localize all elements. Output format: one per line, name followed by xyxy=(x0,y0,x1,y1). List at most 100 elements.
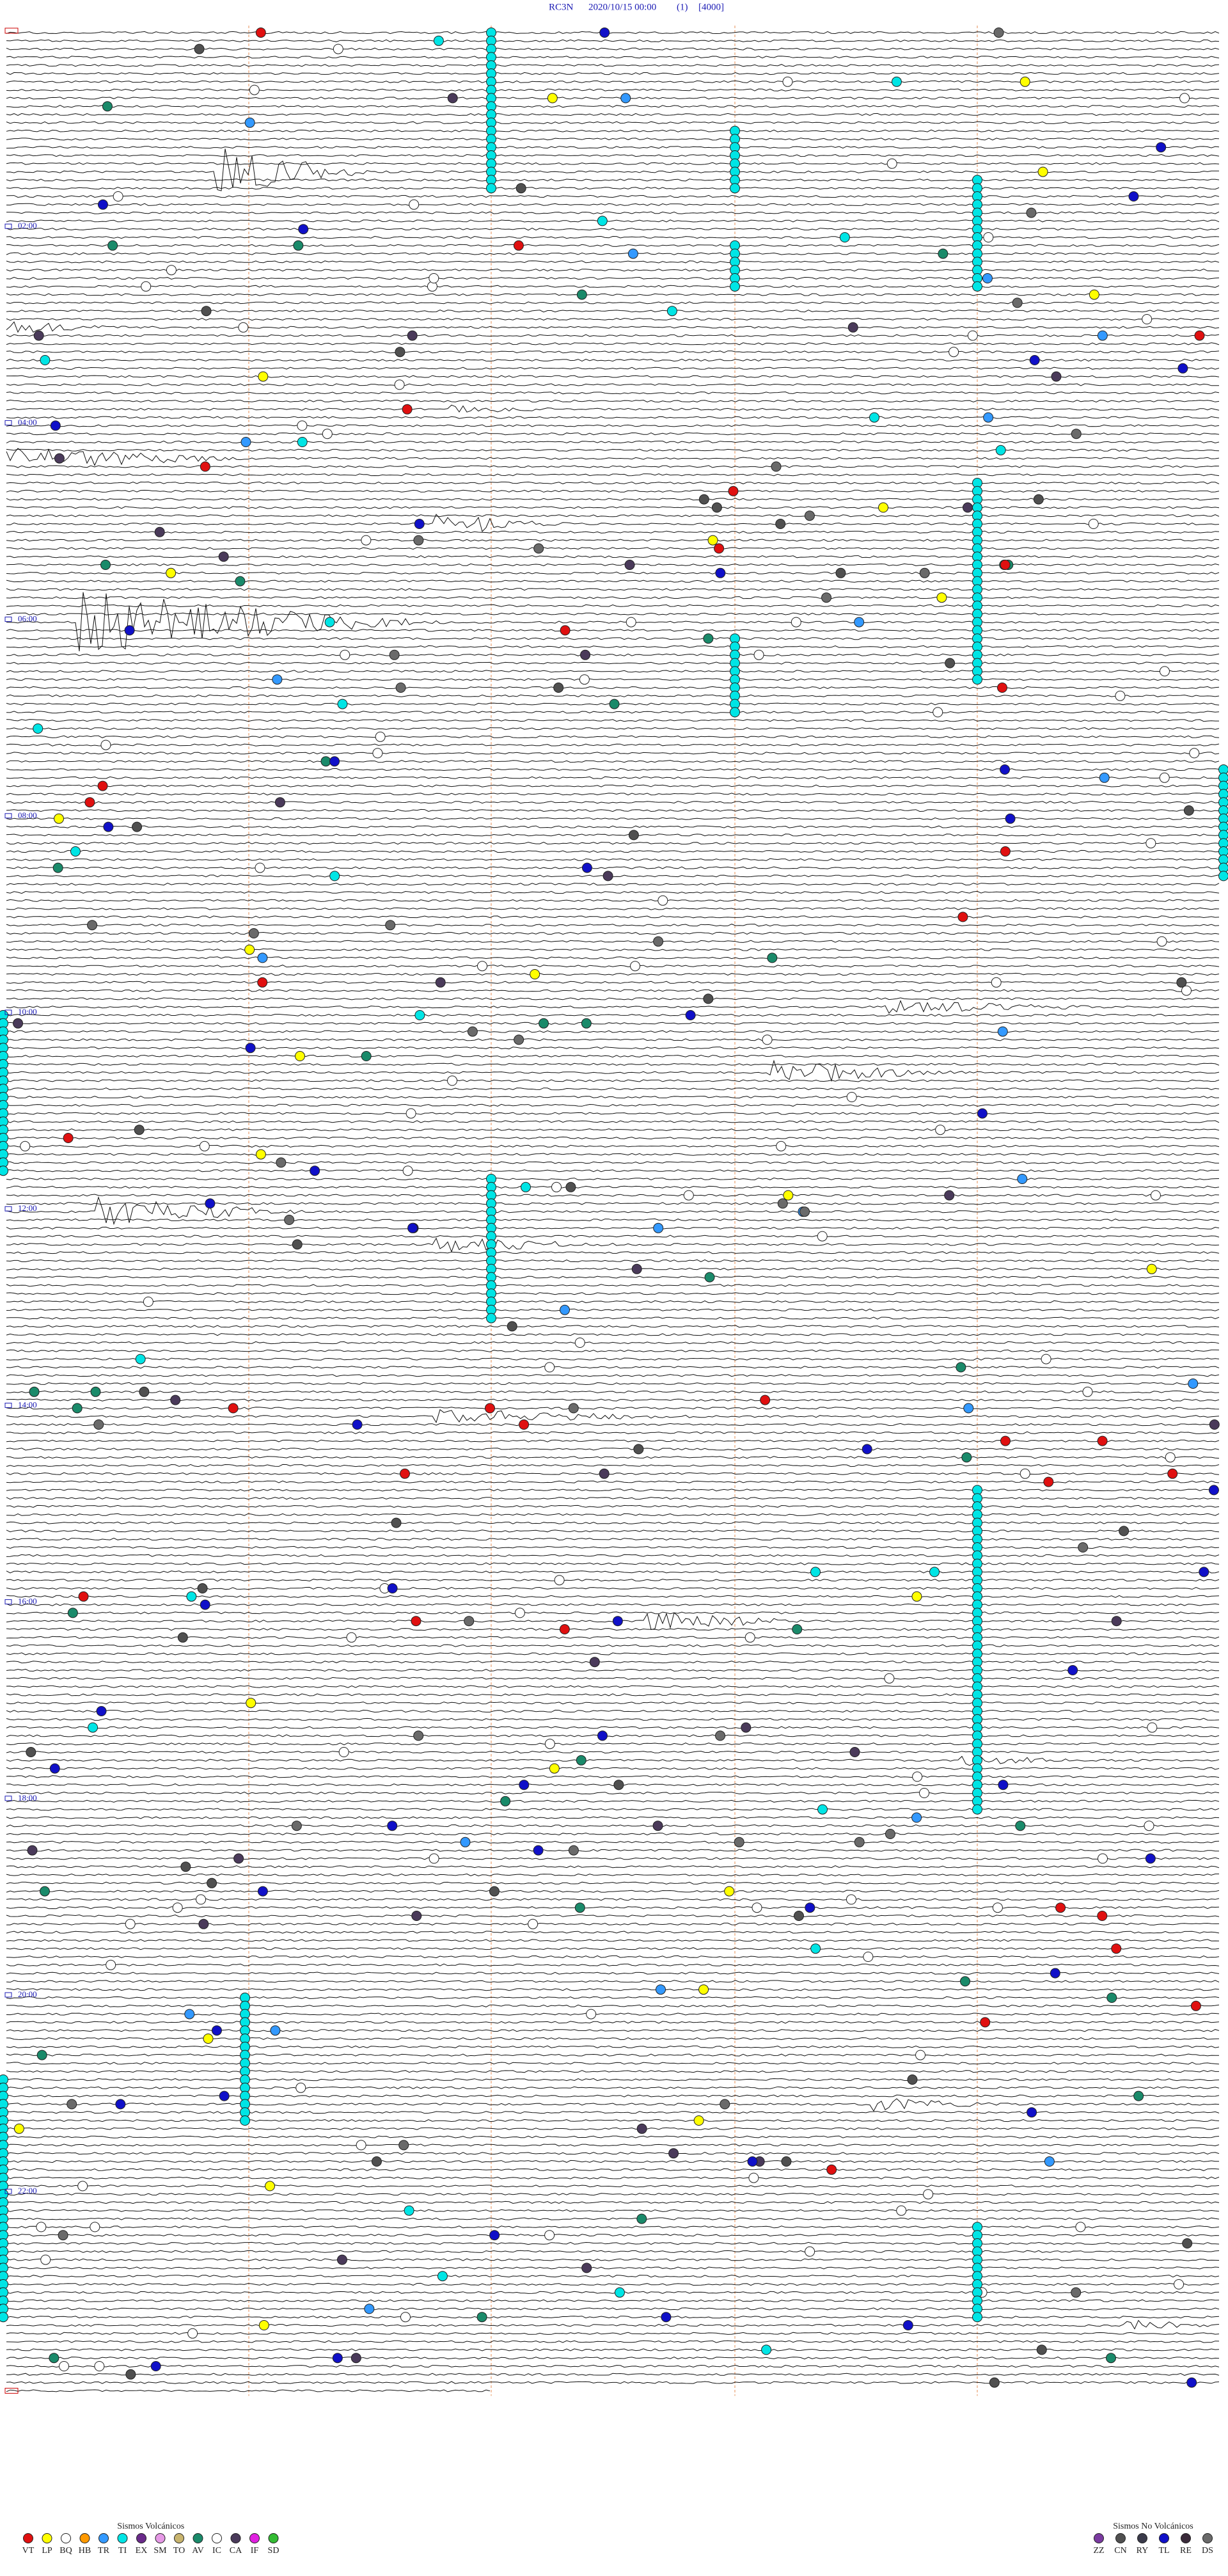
event-marker xyxy=(902,2320,913,2330)
event-marker xyxy=(752,1902,762,1913)
event-marker xyxy=(106,1959,116,1970)
event-marker xyxy=(1128,191,1139,201)
trace xyxy=(6,1816,1220,1819)
event-marker xyxy=(698,494,709,505)
event-marker xyxy=(792,1624,803,1634)
trace xyxy=(6,317,1220,321)
trace xyxy=(6,80,1220,83)
event-marker xyxy=(911,1591,922,1602)
event-marker xyxy=(781,2156,792,2167)
event-marker xyxy=(791,617,801,628)
event-markers xyxy=(0,28,1228,2388)
trace xyxy=(6,2291,1220,2294)
event-marker xyxy=(748,2172,759,2183)
trace xyxy=(6,883,1220,886)
event-marker xyxy=(97,780,108,791)
event-marker xyxy=(184,2009,195,2019)
event-marker xyxy=(544,2230,555,2241)
trace xyxy=(6,2078,1220,2082)
trace xyxy=(6,473,1220,477)
event-marker xyxy=(1133,2090,1144,2101)
label-icon xyxy=(4,420,12,425)
trace xyxy=(6,2119,1220,2122)
trace xyxy=(6,1857,1220,1860)
trace xyxy=(6,899,1220,902)
event-marker xyxy=(1067,1665,1078,1675)
event-marker xyxy=(923,2189,934,2200)
event-marker xyxy=(1015,1821,1026,1831)
event-marker xyxy=(1026,207,1037,218)
event-marker xyxy=(980,2017,991,2028)
trace xyxy=(6,1235,1220,1238)
trace xyxy=(6,2053,1220,2057)
trace xyxy=(6,2160,1219,2163)
event-marker xyxy=(1089,289,1099,300)
trace xyxy=(6,1407,1220,1410)
event-marker xyxy=(387,1821,398,1831)
event-marker xyxy=(613,1780,624,1790)
trace xyxy=(6,2029,1220,2032)
event-marker xyxy=(1012,297,1023,308)
event-marker xyxy=(760,1395,771,1405)
legend-swatch xyxy=(1115,2533,1126,2543)
trace xyxy=(6,105,1220,108)
event-marker xyxy=(1000,560,1011,570)
event-marker xyxy=(761,2344,772,2355)
event-marker xyxy=(39,1886,50,1897)
event-marker xyxy=(400,2312,411,2323)
trace xyxy=(6,1579,1220,1582)
trace xyxy=(6,1890,1220,1893)
trace xyxy=(6,1906,1220,1909)
trace xyxy=(6,1783,1220,1787)
event-marker xyxy=(612,1616,623,1627)
trace xyxy=(6,1366,1220,1369)
event-marker xyxy=(869,412,880,423)
event-marker xyxy=(395,347,405,358)
trace xyxy=(6,162,1220,165)
event-marker xyxy=(293,240,304,251)
trace xyxy=(6,424,1220,427)
event-marker xyxy=(36,2222,47,2232)
trace xyxy=(6,47,1220,51)
event-marker xyxy=(544,1739,555,1750)
event-marker xyxy=(78,1591,89,1602)
event-marker xyxy=(849,1747,860,1757)
event-marker xyxy=(329,756,340,767)
trace xyxy=(6,342,1220,345)
event-marker xyxy=(911,1812,922,1823)
trace xyxy=(6,2135,1220,2138)
trace xyxy=(6,2299,1220,2302)
event-marker xyxy=(464,1616,475,1627)
trace xyxy=(6,1988,1220,1991)
trace xyxy=(6,825,1220,828)
trace xyxy=(6,1038,1220,1041)
trace xyxy=(6,1218,1220,1222)
time-label: 04:00 xyxy=(18,417,37,427)
trace xyxy=(6,2340,1220,2343)
trace xyxy=(6,269,1219,272)
event-marker xyxy=(720,2099,730,2110)
trace xyxy=(6,727,1220,731)
event-marker xyxy=(614,2287,625,2298)
event-marker xyxy=(385,920,396,931)
event-marker xyxy=(177,1632,188,1643)
trace xyxy=(6,580,1220,583)
legend-swatch xyxy=(230,2533,241,2543)
trace xyxy=(6,416,1220,419)
trace xyxy=(6,1603,1220,1606)
trace xyxy=(6,2098,1220,2112)
event-marker xyxy=(240,2115,250,2126)
trace xyxy=(6,784,1220,787)
trace xyxy=(6,432,1220,436)
trace xyxy=(6,146,1220,149)
event-marker xyxy=(1037,166,1048,177)
event-marker xyxy=(429,273,439,283)
legend-code: CA xyxy=(230,2546,242,2556)
event-marker xyxy=(1099,772,1110,783)
trace xyxy=(6,834,1220,837)
event-marker xyxy=(391,1517,402,1528)
legend-code: AV xyxy=(192,2546,203,2556)
trace xyxy=(6,187,1220,190)
time-label: 22:00 xyxy=(18,2186,37,2195)
event-marker xyxy=(767,952,778,963)
